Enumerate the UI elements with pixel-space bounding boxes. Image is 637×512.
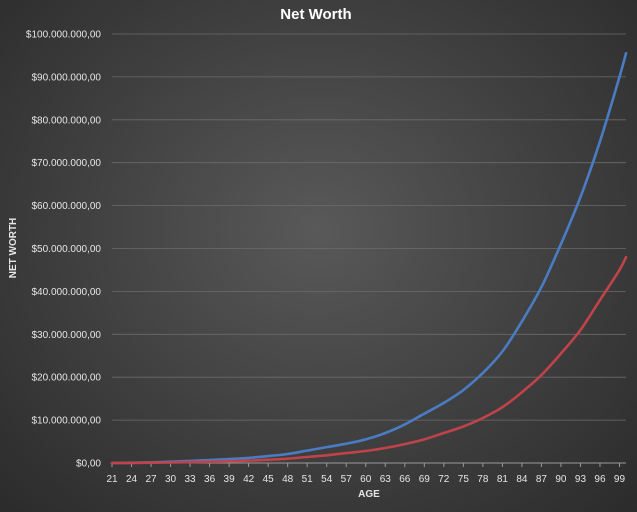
x-tick-label: 45	[263, 474, 275, 485]
x-tick-label: 51	[302, 474, 314, 485]
x-tick-label: 99	[614, 474, 626, 485]
x-tick-label: 93	[575, 474, 587, 485]
x-tick-label: 39	[224, 474, 236, 485]
series-line-2	[110, 255, 628, 465]
x-tick-label: 54	[321, 474, 333, 485]
x-tick-label: 84	[516, 474, 528, 485]
x-tick-label: 87	[536, 474, 548, 485]
y-tick-label: $90.000.000,00	[31, 72, 101, 83]
y-tick-label: $20.000.000,00	[31, 373, 101, 384]
series-line-1	[110, 52, 628, 465]
x-tick-label: 75	[458, 474, 470, 485]
x-tick-label: 33	[185, 474, 197, 485]
y-tick-label: $80.000.000,00	[31, 115, 101, 126]
x-tick-label: 78	[477, 474, 489, 485]
y-tick-label: $100.000.000,00	[26, 30, 102, 41]
y-tick-label: $10.000.000,00	[31, 416, 101, 427]
y-tick-label: $40.000.000,00	[31, 287, 101, 298]
x-tick-label: 42	[243, 474, 255, 485]
y-axis-title: NET WORTH	[8, 218, 19, 279]
x-tick-label: 24	[126, 474, 138, 485]
x-tick-label: 72	[438, 474, 450, 485]
x-tick-label: 27	[145, 474, 157, 485]
y-tick-label: $50.000.000,00	[31, 244, 101, 255]
x-tick-label: 63	[380, 474, 392, 485]
x-tick-label: 66	[399, 474, 411, 485]
y-tick-label: $70.000.000,00	[31, 158, 101, 169]
x-tick-label: 48	[282, 474, 294, 485]
x-tick-label: 30	[165, 474, 177, 485]
x-tick-label: 21	[106, 474, 118, 485]
x-tick-label: 96	[594, 474, 606, 485]
y-tick-label: $30.000.000,00	[31, 330, 101, 341]
x-tick-label: 36	[204, 474, 216, 485]
x-tick-label: 60	[360, 474, 372, 485]
x-tick-label: 57	[341, 474, 353, 485]
x-tick-label: 90	[555, 474, 567, 485]
y-tick-label: $0,00	[76, 459, 101, 470]
x-tick-label: 69	[419, 474, 431, 485]
y-tick-label: $60.000.000,00	[31, 201, 101, 212]
x-tick-label: 81	[497, 474, 509, 485]
x-axis-title: AGE	[358, 489, 380, 500]
chart-title: Net Worth	[280, 6, 351, 23]
